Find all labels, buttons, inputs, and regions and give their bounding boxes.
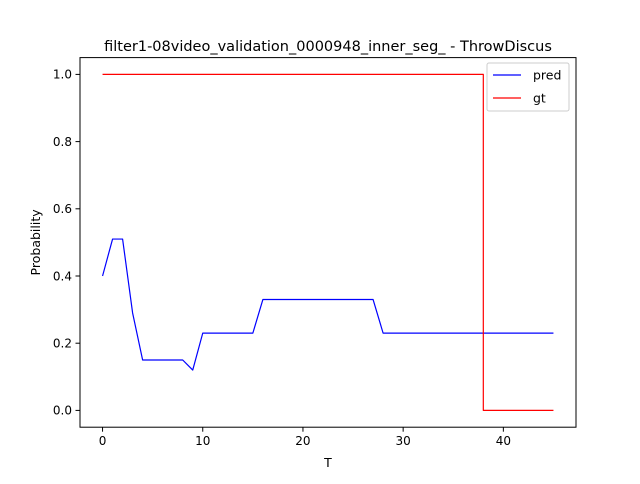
y-tick-label: 1.0 [53, 68, 72, 82]
plot-area [80, 57, 576, 428]
y-tick-label: 0.2 [53, 337, 72, 351]
x-tick-label: 0 [99, 434, 107, 448]
x-tick-label: 10 [195, 434, 210, 448]
chart-title: filter1-08video_validation_0000948_inner… [104, 39, 552, 55]
x-axis-ticks: 0 10 20 30 40 [99, 427, 511, 448]
y-tick-label: 0.4 [53, 269, 72, 283]
y-axis-label: Probability [28, 209, 43, 276]
x-axis-label: T [323, 455, 332, 470]
legend: pred gt [486, 62, 570, 112]
series-line-pred [101, 238, 554, 371]
legend-label-pred: pred [533, 68, 561, 83]
axes-frame [79, 57, 577, 428]
x-tick-label: 30 [396, 434, 411, 448]
legend-label-gt: gt [533, 91, 546, 106]
y-axis-ticks: 0.0 0.2 0.4 0.6 0.8 1.0 [53, 68, 80, 418]
y-tick-label: 0.8 [53, 135, 72, 149]
y-tick-label: 0.0 [53, 404, 72, 418]
x-tick-label: 40 [496, 434, 511, 448]
series-layer [101, 73, 554, 411]
y-tick-label: 0.6 [53, 202, 72, 216]
series-line-gt [102, 73, 554, 411]
x-tick-label: 20 [295, 434, 310, 448]
